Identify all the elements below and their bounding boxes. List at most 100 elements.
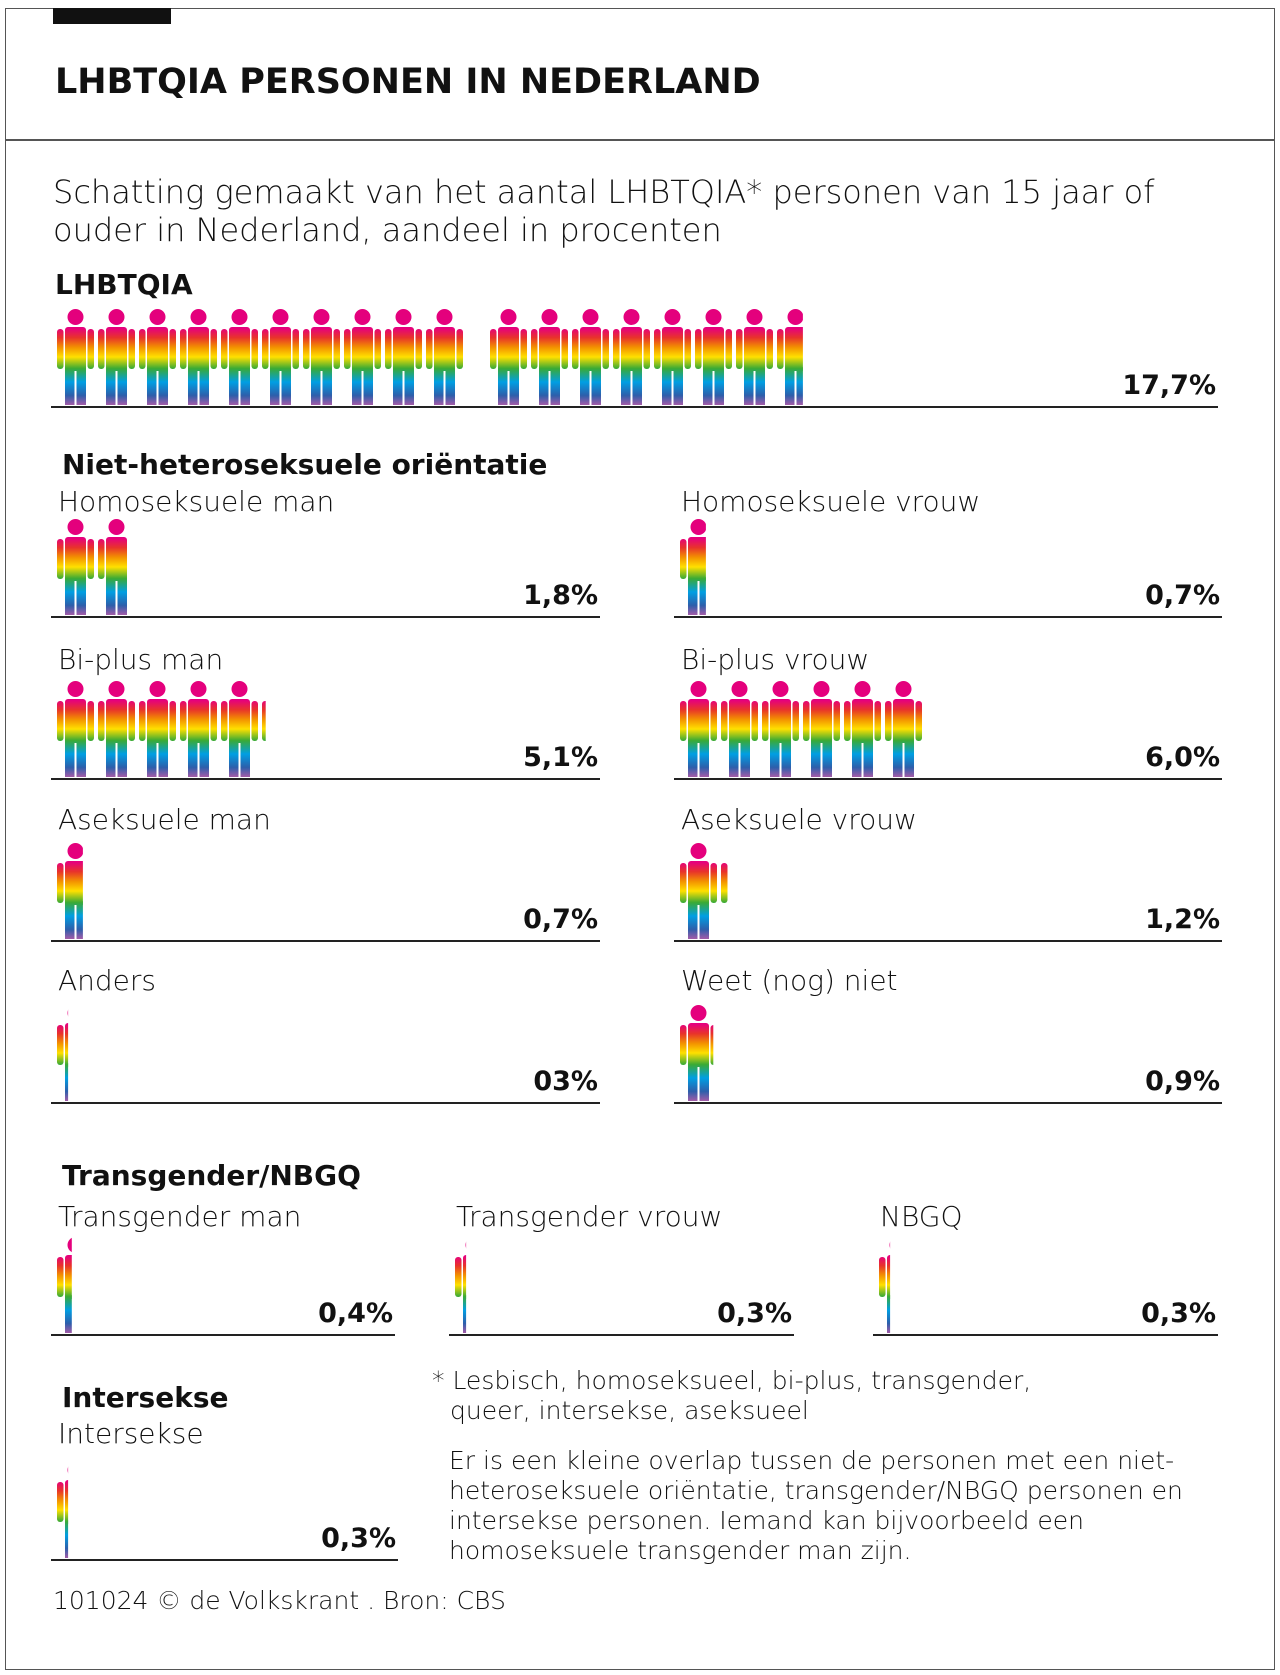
category-label: Bi-plus vrouw	[681, 643, 870, 676]
icon-leg	[770, 739, 780, 777]
icon-arm	[766, 329, 773, 369]
icon-leg	[445, 367, 455, 405]
icon-leg	[363, 367, 373, 405]
icon-arm	[721, 701, 728, 741]
icon-row	[57, 681, 266, 777]
value-label: 0,3%	[1141, 1298, 1216, 1329]
icon-torso	[539, 327, 560, 371]
icon-arm	[57, 539, 64, 579]
icon-arm	[333, 329, 340, 369]
icon-leg	[509, 367, 519, 405]
icon-torso	[311, 327, 332, 371]
baseline	[674, 616, 1222, 618]
person-icon	[57, 1009, 69, 1101]
icon-leg	[852, 739, 862, 777]
section-title: Niet-heteroseksuele oriëntatie	[62, 448, 548, 481]
person-icon	[695, 309, 732, 405]
person-icon	[885, 681, 922, 777]
icon-torso	[229, 327, 250, 371]
icon-head	[149, 681, 166, 697]
icon-arm	[210, 701, 217, 741]
icon-row	[57, 1237, 95, 1333]
pictogram	[57, 681, 266, 777]
icon-arm	[262, 701, 266, 741]
person-icon	[180, 681, 217, 777]
icon-leg	[699, 901, 709, 939]
icon-head	[67, 681, 84, 697]
icon-torso	[811, 699, 832, 743]
icon-torso	[729, 861, 750, 905]
icon-head	[67, 843, 83, 859]
icon-arm	[128, 329, 135, 369]
person-icon	[98, 519, 127, 615]
person-icon	[57, 1466, 69, 1558]
icon-leg	[744, 367, 754, 405]
icon-head	[705, 309, 722, 325]
icon-leg	[188, 739, 198, 777]
value-label: 1,2%	[1145, 904, 1220, 935]
icon-arm	[292, 329, 299, 369]
icon-arm	[415, 329, 422, 369]
icon-arm	[374, 329, 381, 369]
person-icon	[98, 681, 135, 777]
baseline	[51, 1334, 395, 1336]
icon-arm	[680, 539, 687, 579]
icon-leg	[158, 367, 168, 405]
pictogram	[455, 1241, 467, 1333]
icon-row	[680, 681, 922, 777]
category-label: Anders	[58, 964, 156, 997]
baseline	[51, 1102, 600, 1104]
icon-leg	[463, 1295, 467, 1333]
icon-leg	[240, 739, 250, 777]
icon-leg	[65, 1520, 69, 1558]
icon-head	[465, 1241, 467, 1249]
icon-leg	[781, 739, 791, 777]
icon-head	[354, 309, 371, 325]
icon-arm	[169, 701, 176, 741]
icon-leg	[65, 367, 75, 405]
icon-leg	[755, 367, 765, 405]
baseline	[674, 778, 1222, 780]
person-icon	[613, 309, 650, 405]
icon-arm	[613, 329, 620, 369]
icon-arm	[490, 329, 497, 369]
icon-arm	[643, 329, 650, 369]
icon-leg	[322, 367, 332, 405]
icon-arm	[210, 329, 217, 369]
person-icon	[262, 309, 299, 405]
category-label: Transgender man	[58, 1200, 302, 1233]
icon-leg	[699, 739, 709, 777]
icon-arm	[751, 701, 758, 741]
person-icon	[426, 309, 463, 405]
icon-arm	[139, 701, 146, 741]
icon-leg	[899, 1295, 909, 1333]
icon-arm	[88, 1257, 95, 1297]
person-icon	[879, 1241, 909, 1333]
icon-torso	[352, 327, 373, 371]
value-label: 0,3%	[321, 1523, 396, 1554]
icon-leg	[893, 739, 903, 777]
icon-leg	[106, 739, 116, 777]
icon-head	[436, 309, 453, 325]
icon-arm	[561, 329, 568, 369]
icon-row	[680, 843, 750, 939]
icon-leg	[147, 739, 157, 777]
person-icon	[303, 309, 340, 405]
icon-row	[680, 1005, 714, 1101]
icon-torso	[393, 327, 414, 371]
icon-arm	[808, 329, 815, 369]
source: 101024 © de Volkskrant . Bron: CBS	[53, 1586, 506, 1615]
pictogram	[57, 1237, 95, 1333]
icon-torso	[65, 1023, 69, 1067]
icon-leg	[199, 367, 209, 405]
category-label: Aseksuele man	[58, 803, 271, 836]
icon-torso	[498, 327, 519, 371]
icon-leg	[106, 367, 116, 405]
icon-arm	[792, 701, 799, 741]
icon-torso	[65, 699, 86, 743]
icon-arm	[531, 329, 538, 369]
icon-arm	[710, 701, 717, 741]
icon-head	[895, 681, 912, 697]
icon-torso	[434, 327, 455, 371]
icon-leg	[703, 367, 713, 405]
